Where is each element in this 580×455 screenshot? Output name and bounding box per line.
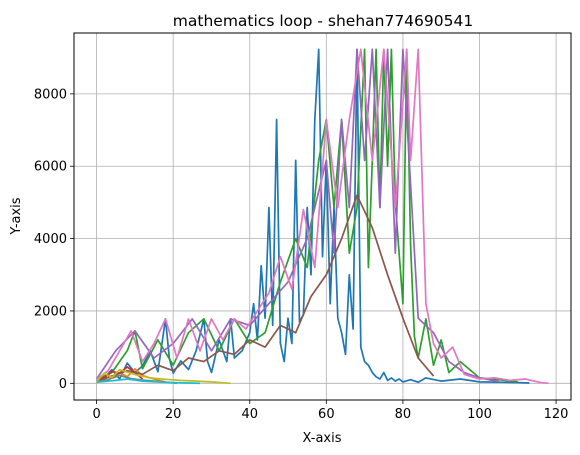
x-tick-label: 80 (395, 407, 412, 422)
chart-title: mathematics loop - shehan774690541 (173, 12, 473, 30)
x-tick-label: 0 (92, 407, 100, 422)
series-line-6 (96, 48, 549, 385)
y-tick-label: 8000 (34, 87, 67, 102)
plot-area (95, 48, 549, 385)
x-tick-label: 60 (318, 407, 335, 422)
x-tick-label: 40 (241, 407, 258, 422)
y-tick-label: 0 (59, 377, 67, 392)
series-line-5 (96, 194, 435, 383)
x-tick-label: 20 (165, 407, 182, 422)
y-tick-label: 2000 (34, 304, 67, 319)
axes-frame (73, 32, 572, 401)
y-tick-label: 6000 (34, 160, 67, 175)
series-line-2 (96, 48, 518, 383)
y-axis-label: Y-axis (9, 197, 24, 235)
grid-layer (74, 33, 571, 400)
series-line-8 (95, 368, 231, 385)
series-line-9 (96, 378, 201, 385)
y-tick-label: 4000 (34, 232, 67, 247)
tick-layer: 0 20 40 60 80 100 120 0 2000 4000 6000 8000 (34, 87, 569, 422)
x-tick-label: 120 (544, 407, 569, 422)
x-tick-label: 100 (467, 407, 492, 422)
x-axis-label: X-axis (303, 431, 342, 446)
